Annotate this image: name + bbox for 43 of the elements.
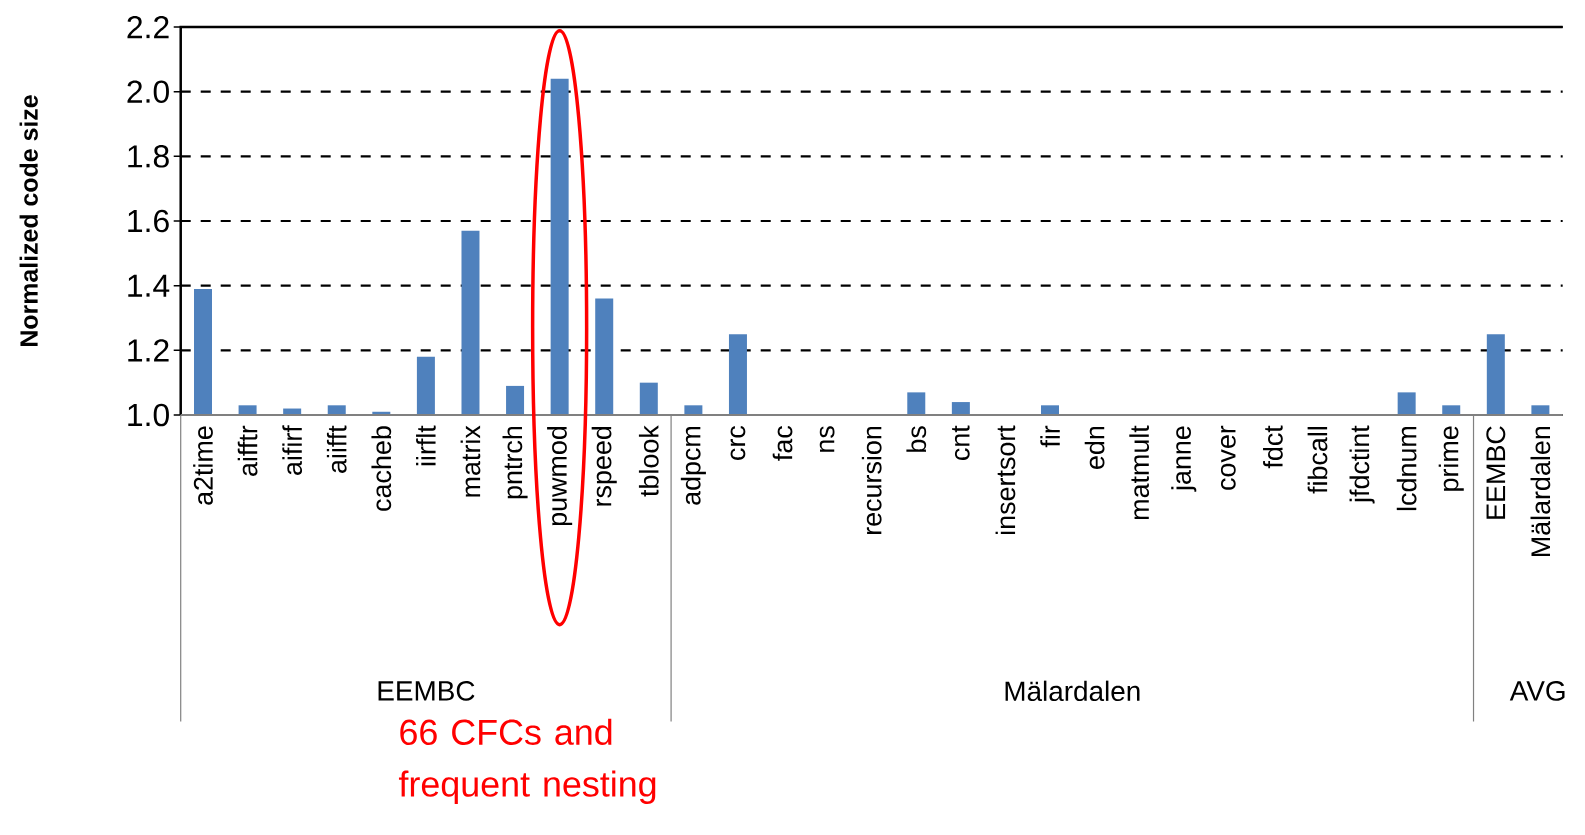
x-tick-label: puwmod	[547, 426, 573, 526]
x-tick-label: a2time	[193, 426, 213, 505]
x-tick-label: matmult	[1129, 425, 1150, 520]
x-tick-label: ns	[819, 426, 835, 452]
x-tick-label: janne	[1171, 426, 1197, 492]
x-tick-label: cnt	[952, 425, 970, 460]
x-tick-label: aifftr	[237, 425, 258, 476]
x-tick-label: edn	[1084, 426, 1105, 469]
text: 66 CFCs and frequent nesting	[398, 718, 656, 804]
x-tick-label: lcdnum	[1396, 426, 1417, 511]
y-tick-label: 1.0	[128, 403, 169, 427]
x-tick-label: prime	[1438, 426, 1464, 491]
x-tick-label: aiifft	[326, 425, 347, 473]
x-tick-label: cover	[1220, 425, 1236, 490]
x-tick-label: Mälardalen	[1530, 426, 1551, 557]
y-tick-label: 1.8	[128, 145, 169, 168]
x-tick-label: aifirf	[282, 425, 303, 475]
x-tick-label: pntrch	[502, 426, 528, 499]
x-tick-label: crc	[730, 425, 746, 460]
x-tick-label: fir	[1040, 425, 1060, 448]
x-tick-label: rspeed	[591, 426, 617, 506]
x-tick-label: bs	[906, 426, 927, 452]
x-tick-label: fibcall	[1307, 427, 1328, 494]
x-tick-label: EEMBC	[1486, 426, 1506, 519]
text: AVG	[1509, 681, 1565, 701]
text: Mälardalen	[1005, 680, 1140, 702]
x-tick-label: tblook	[638, 425, 659, 497]
y-tick-label: 1.4	[128, 274, 170, 297]
x-tick-label: fdct	[1263, 425, 1283, 469]
y-tick-label: 2.0	[127, 80, 169, 103]
x-tick-label: recursion	[861, 426, 882, 535]
y-tick-label: 1.2	[128, 339, 169, 362]
x-tick-label: fac	[772, 425, 793, 461]
x-tick-label: adpcm	[680, 426, 706, 505]
x-tick-label: insertsort	[995, 425, 1016, 535]
x-tick-label: cacheb	[371, 426, 392, 511]
y-axis-title: Normalized code size	[19, 95, 38, 346]
x-tick-label: matrix	[460, 425, 481, 497]
y-tick-label: 2.2	[127, 15, 169, 39]
x-tick-label: jfdctint	[1349, 425, 1375, 504]
x-tick-label: iirflt	[416, 425, 436, 466]
text: EEMBC	[378, 681, 475, 701]
y-tick-label: 1.6	[128, 209, 169, 233]
